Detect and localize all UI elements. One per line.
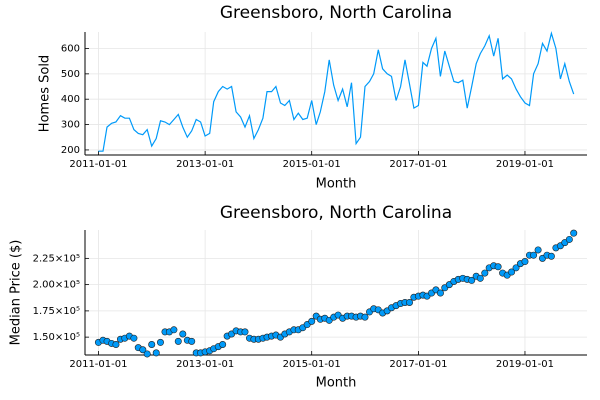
data-point [534, 246, 542, 254]
data-point [468, 276, 476, 284]
x-tick-label: 2013-01-01 [176, 359, 234, 370]
x-axis-label: Month [316, 177, 357, 192]
x-tick-label: 2011-01-01 [69, 359, 127, 370]
data-point [512, 264, 520, 272]
y-tick-label: 600 [61, 43, 80, 54]
x-tick-label: 2019-01-01 [496, 359, 554, 370]
chart-title: Greensboro, North Carolina [220, 3, 452, 23]
data-point [570, 229, 578, 237]
x-tick-label: 2017-01-01 [389, 159, 447, 170]
data-point [170, 326, 178, 334]
data-point [139, 346, 147, 354]
data-point [174, 337, 182, 345]
data-point [148, 340, 156, 348]
data-point [152, 349, 160, 357]
data-point [494, 263, 502, 271]
data-point [547, 252, 555, 260]
data-point [565, 235, 573, 243]
x-tick-label: 2019-01-01 [496, 159, 554, 170]
data-point [405, 298, 413, 306]
x-axis-label: Month [316, 376, 357, 391]
data-point [508, 268, 516, 276]
data-point [156, 338, 164, 346]
data-point [481, 269, 489, 277]
data-point [130, 334, 138, 342]
x-tick-label: 2013-01-01 [176, 159, 234, 170]
y-tick-label: 2.25×10⁵ [33, 253, 80, 264]
data-point [143, 350, 151, 358]
x-tick-label: 2017-01-01 [389, 359, 447, 370]
data-point [179, 330, 187, 338]
data-point [219, 340, 227, 348]
x-tick-label: 2015-01-01 [283, 159, 341, 170]
data-point [241, 328, 249, 336]
x-tick-label: 2015-01-01 [283, 359, 341, 370]
y-tick-label: 200 [61, 145, 80, 156]
y-axis-label: Median Price ($) [9, 240, 24, 346]
y-tick-label: 300 [61, 120, 80, 131]
y-tick-label: 1.75×10⁵ [33, 306, 80, 317]
data-point [112, 340, 120, 348]
data-line [98, 31, 575, 152]
y-tick-label: 1.50×10⁵ [33, 332, 80, 343]
data-point [361, 313, 369, 321]
y-tick-label: 2.00×10⁵ [33, 280, 80, 291]
data-point [476, 274, 484, 282]
data-point [308, 317, 316, 325]
data-point [530, 251, 538, 259]
data-point [188, 337, 196, 345]
chart-title: Greensboro, North Carolina [220, 203, 452, 223]
data-point [436, 289, 444, 297]
y-tick-label: 400 [61, 94, 80, 105]
data-point [521, 258, 529, 266]
y-axis-label: Homes Sold [38, 55, 53, 132]
x-tick-label: 2011-01-01 [69, 159, 127, 170]
y-tick-label: 500 [61, 69, 80, 80]
